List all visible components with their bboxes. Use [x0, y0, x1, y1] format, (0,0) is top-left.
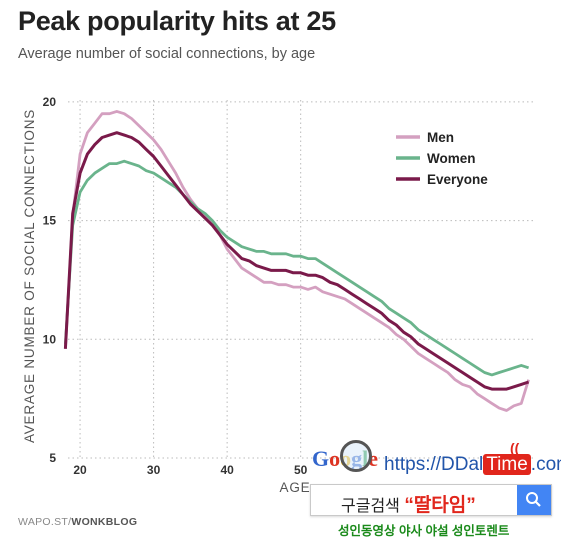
y-axis-label: AVERAGE NUMBER OF SOCIAL CONNECTIONS — [22, 109, 37, 443]
series-line-men — [64, 110, 530, 412]
series-lines — [63, 110, 530, 412]
search-icon — [526, 492, 541, 507]
legend-label: Everyone — [427, 172, 488, 187]
source-prefix: WAPO.ST/ — [18, 516, 72, 528]
y-tick-label: 15 — [43, 214, 57, 228]
ad-search-box[interactable]: 구글검색 “딸타임” — [310, 484, 552, 516]
magnifier-icon — [340, 440, 372, 472]
google-letter: e — [368, 446, 379, 471]
search-highlight: “딸타임” — [404, 495, 476, 516]
y-tick-labels: 5 10 15 20 — [43, 95, 57, 465]
y-tick-label: 5 — [49, 451, 56, 465]
x-axis-label: AGE — [280, 480, 311, 495]
ad-search-text: 구글검색 “딸타임” — [341, 490, 476, 517]
chart-title: Peak popularity hits at 25 — [18, 6, 336, 36]
series-line-everyone — [63, 131, 530, 391]
google-letter: o — [329, 446, 341, 471]
legend-label: Men — [427, 130, 454, 145]
y-tick-label: 20 — [43, 95, 57, 109]
google-letter: G — [312, 446, 330, 471]
chart-subtitle: Average number of social connections, by… — [18, 46, 316, 62]
x-tick-label: 40 — [220, 463, 234, 477]
source-brand: WONKBLOG — [71, 516, 138, 528]
url-prefix: https:// — [384, 454, 442, 475]
url-suffix: .com — [530, 454, 561, 475]
x-tick-label: 50 — [294, 463, 308, 477]
search-prefix: 구글검색 — [341, 498, 405, 515]
x-tick-label: 30 — [147, 463, 161, 477]
url-main: DDal — [441, 454, 484, 475]
legend-label: Women — [427, 151, 476, 166]
wifi-icon: (( — [510, 440, 520, 456]
x-tick-label: 20 — [73, 463, 87, 477]
ad-footer-text: 성인동영상 야사 야설 성인토렌트 — [338, 524, 510, 538]
y-tick-label: 10 — [43, 332, 57, 346]
url-badge: Time — [483, 454, 531, 475]
grid-lines — [68, 100, 536, 459]
series-line-women — [64, 159, 530, 377]
legend: Men Women Everyone — [396, 130, 488, 187]
x-tick-labels: 20 30 40 50 — [73, 463, 307, 477]
source-credit: WAPO.ST/WONKBLOG — [18, 516, 137, 528]
search-button[interactable] — [517, 485, 551, 515]
